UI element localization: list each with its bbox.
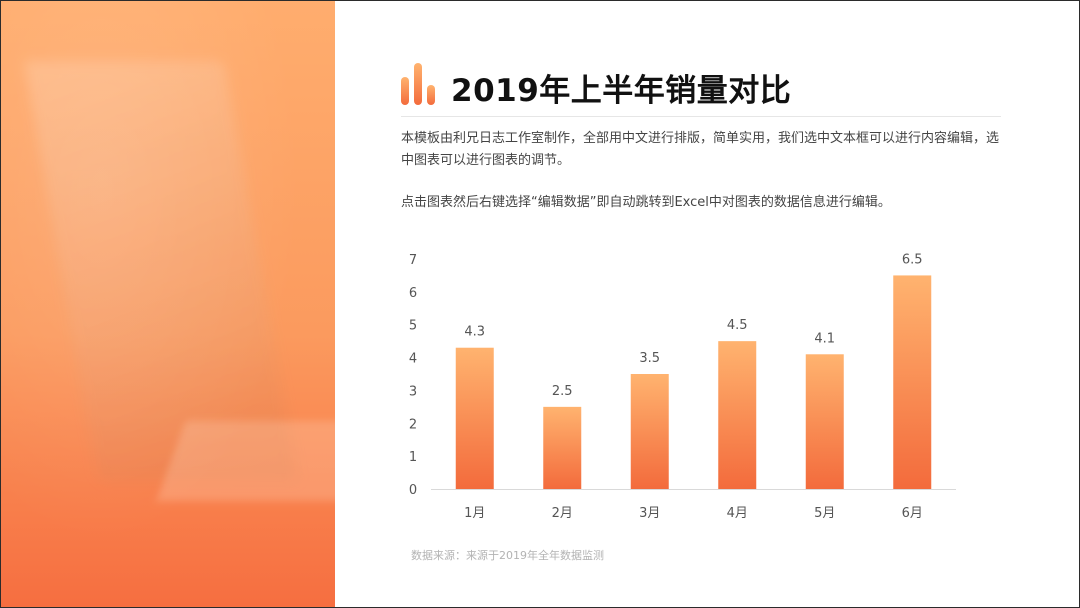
page-title: 2019年上半年销量对比 [451, 73, 792, 109]
y-tick-label: 3 [409, 384, 417, 399]
bar-1[interactable] [455, 347, 494, 489]
x-tick-label: 2月 [552, 506, 573, 521]
data-label: 6.5 [902, 252, 923, 267]
decorative-photo-panel [1, 1, 335, 607]
y-axis: 0 1 2 3 4 5 6 7 [409, 253, 417, 498]
y-tick-label: 7 [409, 253, 417, 268]
bar-chart[interactable]: 0 1 2 3 4 5 6 7 4.3 1月 2.5 2月 3.5 3月 4.5 4月 4.1 5月 6.5 6月 [391, 241, 981, 531]
description-paragraph-2: 点击图表然后右键选择“编辑数据”即自动跳转到Excel中对图表的数据信息进行编辑… [401, 195, 891, 210]
bars-group: 4.3 1月 2.5 2月 3.5 3月 4.5 4月 4.1 5月 6.5 6月 [455, 252, 932, 521]
y-tick-label: 4 [409, 352, 417, 367]
bar-6[interactable] [893, 275, 932, 489]
y-tick-label: 5 [409, 319, 417, 334]
data-label: 3.5 [639, 351, 660, 366]
bar-chart-icon [401, 63, 437, 105]
data-source-note: 数据来源：来源于2019年全年数据监测 [411, 549, 604, 562]
bar-2[interactable] [543, 406, 582, 489]
title-divider [401, 116, 1001, 117]
y-tick-label: 2 [409, 417, 417, 432]
x-tick-label: 6月 [902, 506, 923, 521]
bar-3[interactable] [630, 374, 669, 489]
bar-5[interactable] [805, 354, 844, 489]
y-tick-label: 0 [409, 483, 417, 498]
x-tick-label: 3月 [639, 506, 660, 521]
data-label: 4.3 [464, 325, 485, 340]
bar-4[interactable] [718, 341, 757, 489]
data-label: 2.5 [552, 384, 573, 399]
x-tick-label: 4月 [727, 506, 748, 521]
data-label: 4.5 [727, 318, 748, 333]
data-label: 4.1 [814, 331, 835, 346]
y-tick-label: 1 [409, 450, 417, 465]
x-tick-label: 1月 [464, 506, 485, 521]
description-paragraph-1: 本模板由利兄日志工作室制作，全部用中文进行排版，简单实用，我们选中文本框可以进行… [401, 131, 1000, 168]
x-tick-label: 5月 [814, 506, 835, 521]
y-tick-label: 6 [409, 286, 417, 301]
